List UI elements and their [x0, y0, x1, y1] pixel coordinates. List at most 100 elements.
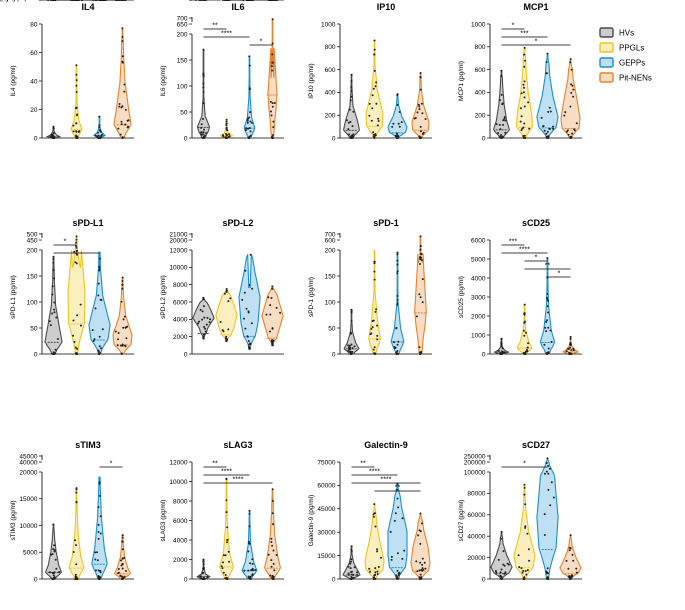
- data-point: [350, 73, 353, 76]
- data-point: [55, 567, 58, 570]
- data-point: [567, 347, 570, 350]
- tick-label: 250000: [464, 453, 486, 460]
- sig-label: **: [212, 23, 218, 30]
- data-point: [523, 578, 526, 580]
- title-ssiglec5: sSIGLEC5: [216, 0, 260, 2]
- data-points-hvs-scd25: [497, 337, 506, 355]
- tick-label: 10000: [169, 265, 187, 272]
- data-point: [271, 61, 274, 64]
- data-point: [542, 125, 545, 128]
- data-point: [222, 330, 225, 333]
- data-point: [227, 300, 230, 303]
- data-points-gepps-galectin-9: [389, 482, 406, 580]
- data-point: [351, 125, 354, 128]
- panel-scd27: sCD27 0 20000 40000 60000 80000 100000 20000025…: [458, 440, 582, 583]
- data-point: [350, 95, 353, 98]
- sig-label: ****: [221, 469, 232, 476]
- y-label-spd-l1: sPD-L1 (pg/ml): [10, 275, 17, 319]
- data-point: [376, 334, 379, 337]
- data-point: [569, 577, 572, 580]
- y-label-spd-l2: sPD-L2 (pg/ml): [160, 275, 167, 319]
- data-point: [123, 575, 126, 578]
- data-point: [371, 94, 374, 97]
- data-points-ppgls-scd27: [517, 483, 531, 580]
- tick-label: 200: [27, 247, 38, 254]
- data-point: [569, 337, 572, 340]
- data-point: [371, 107, 374, 110]
- title-slag3: sLAG3: [223, 440, 252, 450]
- data-point: [415, 560, 418, 563]
- data-points-hvs-il4: [49, 125, 56, 139]
- data-point: [545, 470, 548, 473]
- data-point: [270, 114, 273, 117]
- data-point: [244, 327, 247, 330]
- data-point: [80, 324, 82, 327]
- data-point: [76, 347, 79, 350]
- tick-label: 0: [184, 0, 188, 2]
- legend-label: PPGLs: [619, 44, 644, 53]
- data-point: [99, 571, 102, 574]
- data-point: [225, 118, 228, 121]
- y-label-stim3: sTIM3 (pg/ml): [10, 500, 17, 540]
- data-point: [75, 352, 77, 355]
- data-point: [373, 48, 376, 51]
- data-point: [96, 135, 99, 138]
- data-point: [118, 105, 121, 108]
- data-point: [421, 563, 424, 566]
- data-point: [397, 135, 400, 137]
- data-points-gepps-spd-l2: [241, 253, 254, 350]
- data-point: [377, 566, 380, 568]
- title-stim3: sTIM3: [75, 440, 101, 450]
- tick-label: 600: [177, 0, 188, 2]
- data-point: [205, 132, 208, 135]
- data-point: [202, 91, 205, 94]
- y-label-galectin-9: Galectin-9 (pg/ml): [308, 495, 315, 547]
- data-point: [420, 352, 423, 355]
- legend-item-pit-nens: Pit-NENs: [599, 72, 652, 83]
- data-point: [368, 102, 371, 105]
- data-point: [201, 133, 204, 136]
- data-point: [201, 136, 204, 139]
- tick-label: 150: [27, 273, 38, 280]
- data-point: [350, 558, 353, 561]
- data-point: [114, 330, 117, 333]
- data-points-hvs-il6: [199, 48, 208, 139]
- data-point: [523, 91, 525, 94]
- y-label-il6: IL6 (pg/ml): [160, 65, 167, 96]
- data-point: [99, 532, 102, 535]
- tick-label: 60000: [317, 483, 335, 490]
- sig-label: ****: [381, 477, 392, 484]
- data-point: [124, 108, 127, 111]
- tick-label: 20: [30, 107, 38, 114]
- data-point: [500, 537, 502, 540]
- data-point: [418, 346, 421, 349]
- data-point: [52, 127, 55, 129]
- sig-label: ****: [221, 31, 232, 38]
- data-point: [518, 566, 521, 569]
- data-point: [500, 75, 503, 78]
- tick-label: 1000: [471, 21, 486, 28]
- data-points-ppgls-spd-l2: [219, 288, 232, 342]
- y-label-spd-1: sPD-1 (pg/ml): [308, 277, 315, 317]
- data-point: [52, 258, 55, 261]
- data-point: [225, 339, 228, 342]
- data-point: [572, 559, 575, 562]
- data-point: [271, 285, 274, 288]
- tick-label: 0: [482, 576, 486, 583]
- data-point: [202, 560, 205, 563]
- violin-gepps-il6: [243, 55, 256, 139]
- data-point: [547, 576, 550, 579]
- data-point: [99, 352, 102, 355]
- data-point: [226, 541, 228, 544]
- data-point: [394, 512, 397, 515]
- data-point: [251, 287, 254, 290]
- data-point: [523, 321, 526, 324]
- data-point: [500, 93, 503, 96]
- data-point: [548, 106, 551, 109]
- data-point: [371, 320, 374, 322]
- data-point: [353, 345, 356, 348]
- data-point: [573, 129, 576, 132]
- data-point: [569, 58, 572, 61]
- data-point: [417, 534, 420, 537]
